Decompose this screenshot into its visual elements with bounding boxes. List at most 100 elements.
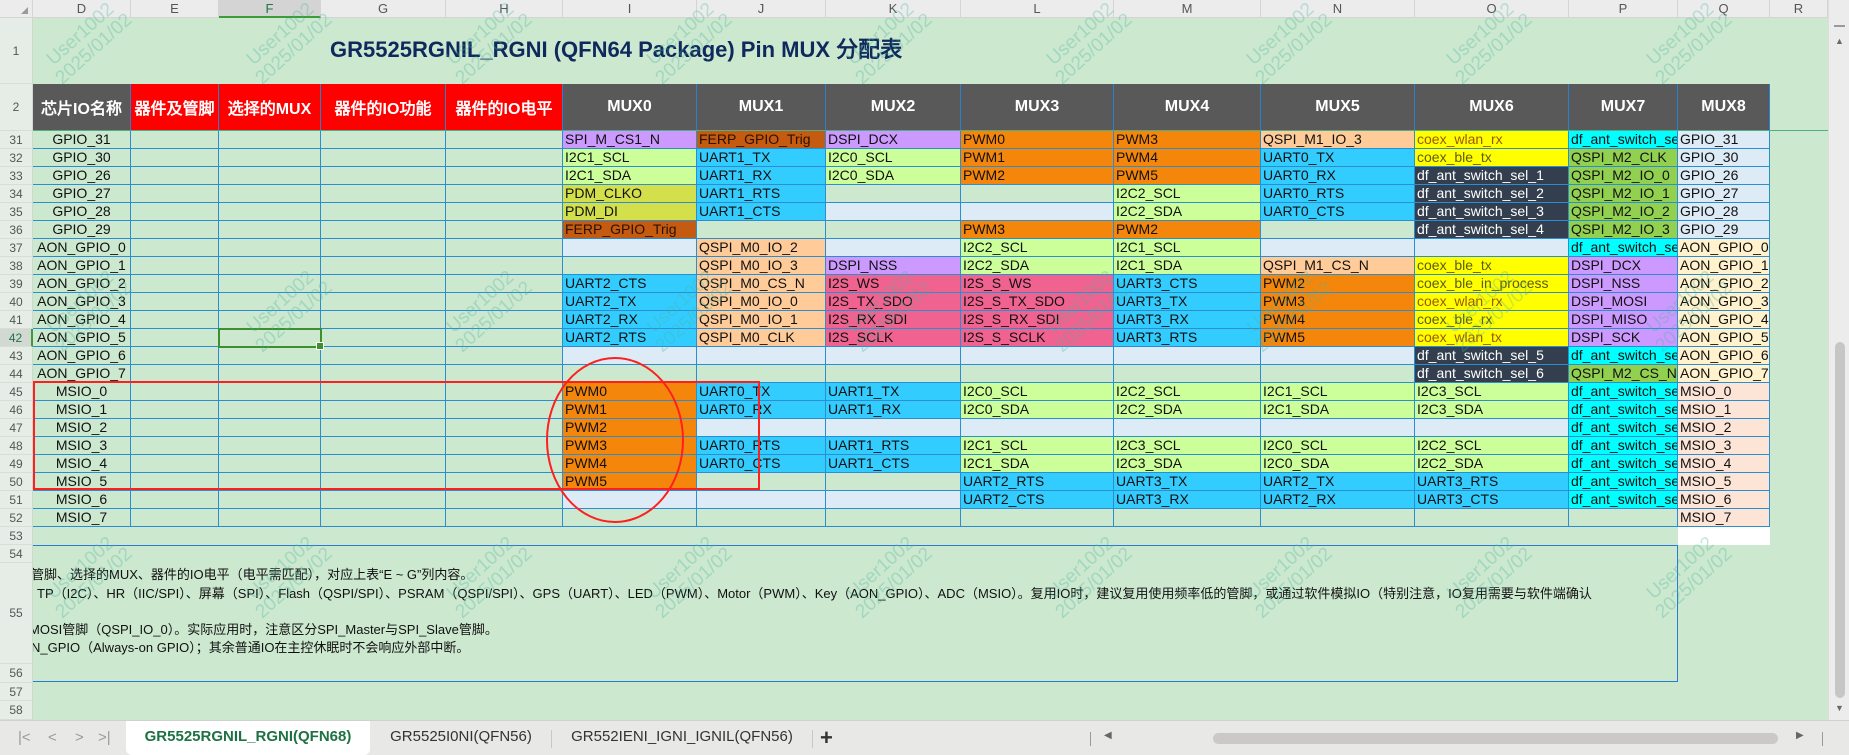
mux5-cell[interactable] bbox=[1261, 347, 1415, 365]
vertical-scroll-thumb[interactable] bbox=[1835, 342, 1845, 698]
chip-io-name-cell[interactable]: MSIO_0 bbox=[33, 383, 131, 401]
input-cell-h46[interactable] bbox=[446, 401, 563, 419]
mux8-cell[interactable]: AON_GPIO_5 bbox=[1678, 329, 1770, 347]
input-cell-e34[interactable] bbox=[131, 185, 219, 203]
mux8-cell[interactable]: MSIO_2 bbox=[1678, 419, 1770, 437]
mux6-cell[interactable]: df_ant_switch_sel_6 bbox=[1415, 365, 1569, 383]
chip-io-name-cell[interactable]: GPIO_28 bbox=[33, 203, 131, 221]
input-cell-f32[interactable] bbox=[219, 149, 321, 167]
mux1-cell[interactable]: QSPI_M0_IO_2 bbox=[697, 239, 826, 257]
input-cell-h41[interactable] bbox=[446, 311, 563, 329]
mux1-cell[interactable] bbox=[697, 509, 826, 527]
mux0-cell[interactable] bbox=[563, 239, 697, 257]
mux6-cell[interactable]: UART3_CTS bbox=[1415, 491, 1569, 509]
mux4-cell[interactable]: PWM4 bbox=[1114, 149, 1261, 167]
mux6-cell[interactable] bbox=[1415, 509, 1569, 527]
column-header-k[interactable]: K bbox=[826, 0, 961, 18]
mux6-cell[interactable]: df_ant_switch_sel_2 bbox=[1415, 185, 1569, 203]
mux7-cell[interactable]: df_ant_switch_sel bbox=[1569, 455, 1678, 473]
mux2-cell[interactable]: I2S_TX_SDO bbox=[826, 293, 961, 311]
input-cell-f37[interactable] bbox=[219, 239, 321, 257]
mux2-cell[interactable]: I2C0_SCL bbox=[826, 149, 961, 167]
fill-handle[interactable] bbox=[316, 342, 324, 350]
mux7-cell[interactable]: df_ant_switch_sel bbox=[1569, 491, 1678, 509]
chip-io-name-cell[interactable]: MSIO_3 bbox=[33, 437, 131, 455]
mux6-cell[interactable]: df_ant_switch_sel_1 bbox=[1415, 167, 1569, 185]
column-header-f[interactable]: F bbox=[219, 0, 321, 18]
mux8-cell[interactable]: AON_GPIO_0 bbox=[1678, 239, 1770, 257]
mux5-cell[interactable]: QSPI_M1_IO_3 bbox=[1261, 131, 1415, 149]
mux1-cell[interactable]: QSPI_M0_IO_3 bbox=[697, 257, 826, 275]
input-cell-e42[interactable] bbox=[131, 329, 219, 347]
mux6-cell[interactable]: I2C2_SDA bbox=[1415, 455, 1569, 473]
mux8-cell[interactable]: MSIO_1 bbox=[1678, 401, 1770, 419]
input-cell-e37[interactable] bbox=[131, 239, 219, 257]
mux5-cell[interactable]: UART0_CTS bbox=[1261, 203, 1415, 221]
input-cell-g46[interactable] bbox=[321, 401, 446, 419]
sheet-tab-2[interactable]: GR5525I0NI(QFN56) bbox=[390, 728, 532, 745]
input-cell-e36[interactable] bbox=[131, 221, 219, 239]
column-header-r[interactable]: R bbox=[1770, 0, 1828, 18]
mux8-cell[interactable]: GPIO_26 bbox=[1678, 167, 1770, 185]
mux2-cell[interactable]: DSPI_NSS bbox=[826, 257, 961, 275]
input-cell-e39[interactable] bbox=[131, 275, 219, 293]
mux6-cell[interactable]: coex_wlan_rx bbox=[1415, 131, 1569, 149]
input-cell-f40[interactable] bbox=[219, 293, 321, 311]
input-cell-g38[interactable] bbox=[321, 257, 446, 275]
input-cell-h51[interactable] bbox=[446, 491, 563, 509]
row-header-50[interactable]: 50 bbox=[0, 473, 33, 491]
column-header-o[interactable]: O bbox=[1415, 0, 1569, 18]
mux5-cell[interactable]: I2C0_SCL bbox=[1261, 437, 1415, 455]
input-cell-f48[interactable] bbox=[219, 437, 321, 455]
first-sheet-nav-icon[interactable]: |< bbox=[18, 729, 31, 746]
mux6-cell[interactable]: I2C3_SCL bbox=[1415, 383, 1569, 401]
input-cell-f35[interactable] bbox=[219, 203, 321, 221]
mux8-cell[interactable]: AON_GPIO_1 bbox=[1678, 257, 1770, 275]
mux7-cell[interactable]: df_ant_switch_sel bbox=[1569, 239, 1678, 257]
input-cell-e43[interactable] bbox=[131, 347, 219, 365]
mux8-cell[interactable]: AON_GPIO_7 bbox=[1678, 365, 1770, 383]
row-header-2[interactable]: 2 bbox=[0, 84, 33, 131]
mux0-cell[interactable]: PWM4 bbox=[563, 455, 697, 473]
input-cell-e32[interactable] bbox=[131, 149, 219, 167]
mux4-cell[interactable]: I2C3_SDA bbox=[1114, 455, 1261, 473]
mux5-cell[interactable]: UART2_TX bbox=[1261, 473, 1415, 491]
input-cell-h34[interactable] bbox=[446, 185, 563, 203]
mux8-cell[interactable]: MSIO_4 bbox=[1678, 455, 1770, 473]
column-header-l[interactable]: L bbox=[961, 0, 1114, 18]
mux7-cell[interactable]: QSPI_M2_IO_3 bbox=[1569, 221, 1678, 239]
mux7-cell[interactable]: df_ant_switch_sel bbox=[1569, 383, 1678, 401]
mux2-cell[interactable] bbox=[826, 509, 961, 527]
mux3-cell[interactable]: I2C0_SDA bbox=[961, 401, 1114, 419]
mux7-cell[interactable]: QSPI_M2_CLK bbox=[1569, 149, 1678, 167]
mux0-cell[interactable] bbox=[563, 509, 697, 527]
mux1-cell[interactable]: UART1_CTS bbox=[697, 203, 826, 221]
mux1-cell[interactable]: UART0_CTS bbox=[697, 455, 826, 473]
mux4-cell[interactable]: PWM5 bbox=[1114, 167, 1261, 185]
mux2-cell[interactable] bbox=[826, 347, 961, 365]
input-cell-h42[interactable] bbox=[446, 329, 563, 347]
input-cell-g52[interactable] bbox=[321, 509, 446, 527]
mux5-cell[interactable]: I2C1_SDA bbox=[1261, 401, 1415, 419]
row-header-43[interactable]: 43 bbox=[0, 347, 33, 365]
input-cell-f31[interactable] bbox=[219, 131, 321, 149]
input-cell-g36[interactable] bbox=[321, 221, 446, 239]
mux0-cell[interactable]: PWM3 bbox=[563, 437, 697, 455]
mux5-cell[interactable] bbox=[1261, 509, 1415, 527]
mux1-cell[interactable]: QSPI_M0_CLK bbox=[697, 329, 826, 347]
column-header-i[interactable]: I bbox=[563, 0, 697, 18]
chip-io-name-cell[interactable]: MSIO_4 bbox=[33, 455, 131, 473]
input-cell-f34[interactable] bbox=[219, 185, 321, 203]
mux3-cell[interactable]: I2S_S_TX_SDO bbox=[961, 293, 1114, 311]
chip-io-name-cell[interactable]: GPIO_30 bbox=[33, 149, 131, 167]
mux5-cell[interactable]: QSPI_M1_CS_N bbox=[1261, 257, 1415, 275]
input-cell-h49[interactable] bbox=[446, 455, 563, 473]
mux4-cell[interactable]: UART3_CTS bbox=[1114, 275, 1261, 293]
input-cell-g47[interactable] bbox=[321, 419, 446, 437]
row-header-44[interactable]: 44 bbox=[0, 365, 33, 383]
row-header-53[interactable]: 53 bbox=[0, 527, 33, 545]
mux4-cell[interactable]: UART3_TX bbox=[1114, 293, 1261, 311]
row-header-49[interactable]: 49 bbox=[0, 455, 33, 473]
input-cell-h31[interactable] bbox=[446, 131, 563, 149]
mux5-cell[interactable]: PWM3 bbox=[1261, 293, 1415, 311]
